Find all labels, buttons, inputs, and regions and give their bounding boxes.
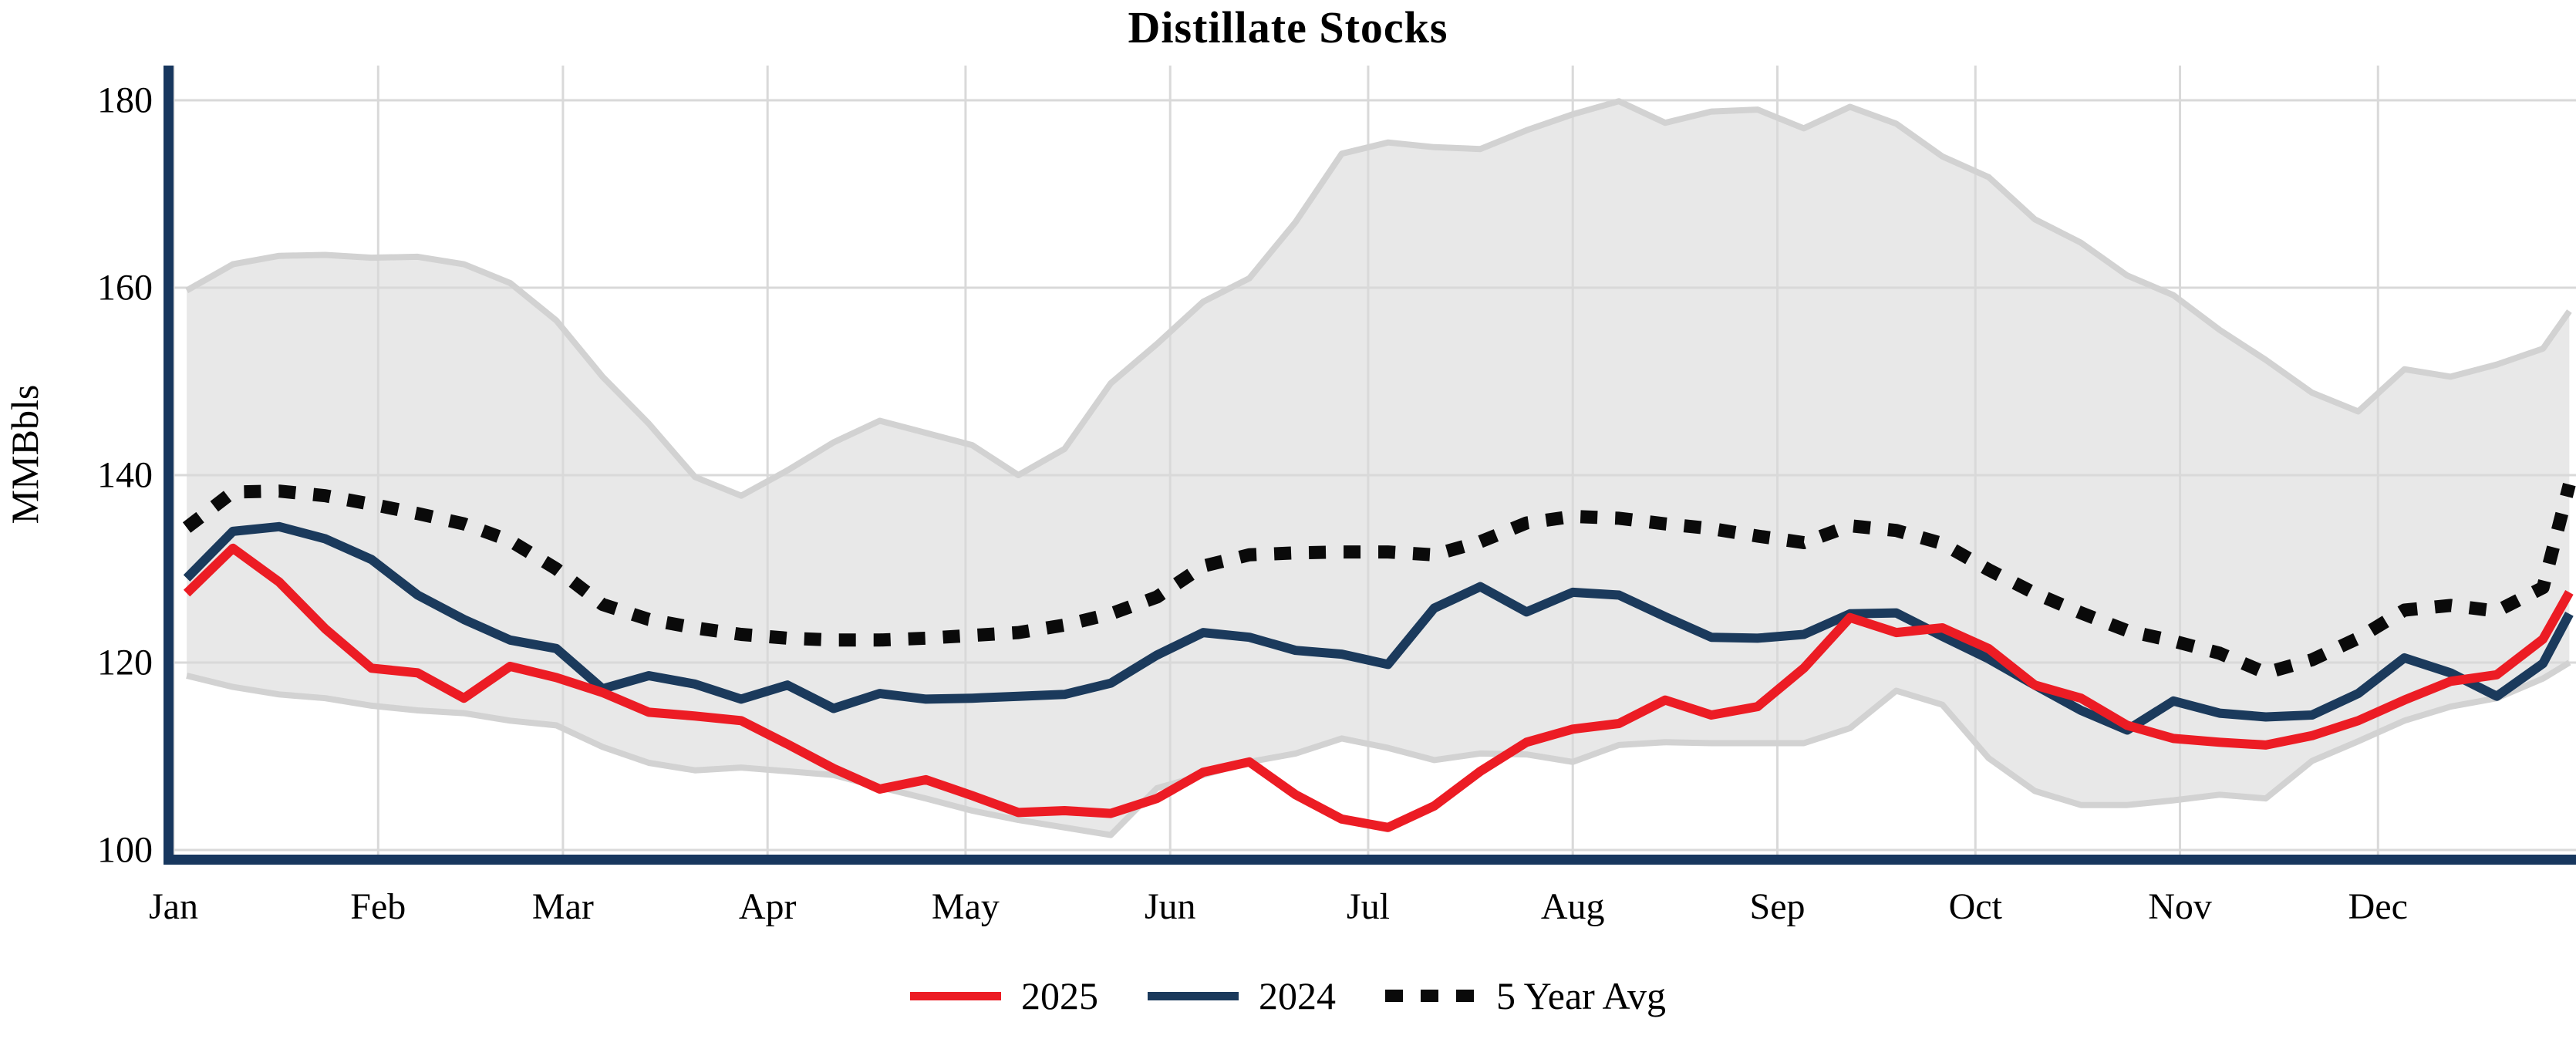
legend-label-2024: 2024	[1259, 974, 1337, 1017]
legend-item-5yr-avg: 5 Year Avg	[1385, 973, 1666, 1018]
legend-label-5yr-avg: 5 Year Avg	[1496, 974, 1666, 1017]
x-tick-feb: Feb	[350, 886, 406, 927]
band-top-edge	[185, 98, 2572, 499]
x-tick-dec: Dec	[2348, 886, 2408, 927]
legend-swatch-5yr-avg	[1385, 990, 1477, 1002]
line-2025	[183, 543, 2574, 832]
y-tick-120: 120	[97, 642, 153, 683]
x-tick-sep: Sep	[1749, 886, 1806, 927]
x-tick-nov: Nov	[2148, 886, 2212, 927]
x-tick-aug: Aug	[1540, 886, 1605, 927]
y-tick-160: 160	[97, 267, 153, 309]
gridlines	[172, 66, 2576, 855]
x-tick-oct: Oct	[1948, 886, 2002, 927]
legend: 2025 2024 5 Year Avg	[0, 973, 2576, 1018]
x-axis-line	[164, 855, 2576, 865]
legend-swatch-2025	[910, 991, 1002, 1000]
band-bottom-edge	[186, 659, 2571, 838]
x-tick-jan: Jan	[149, 886, 198, 927]
x-tick-jun: Jun	[1144, 886, 1196, 927]
x-tick-may: May	[931, 886, 1000, 927]
x-tick-apr: Apr	[738, 886, 797, 927]
y-tick-100: 100	[97, 829, 153, 871]
x-tick-jul: Jul	[1346, 886, 1390, 927]
x-tick-mar: Mar	[531, 886, 594, 927]
y-tick-180: 180	[97, 79, 153, 121]
y-tick-140: 140	[97, 454, 153, 496]
legend-label-2025: 2025	[1021, 974, 1099, 1017]
legend-swatch-2024	[1148, 991, 1239, 1000]
five-year-avg-line	[182, 482, 2576, 680]
legend-item-2024: 2024	[1148, 973, 1336, 1018]
legend-item-2025: 2025	[910, 973, 1098, 1018]
y-axis-line	[164, 66, 174, 865]
line-2024	[183, 521, 2574, 735]
chart-title: Distillate Stocks	[1128, 2, 1448, 52]
